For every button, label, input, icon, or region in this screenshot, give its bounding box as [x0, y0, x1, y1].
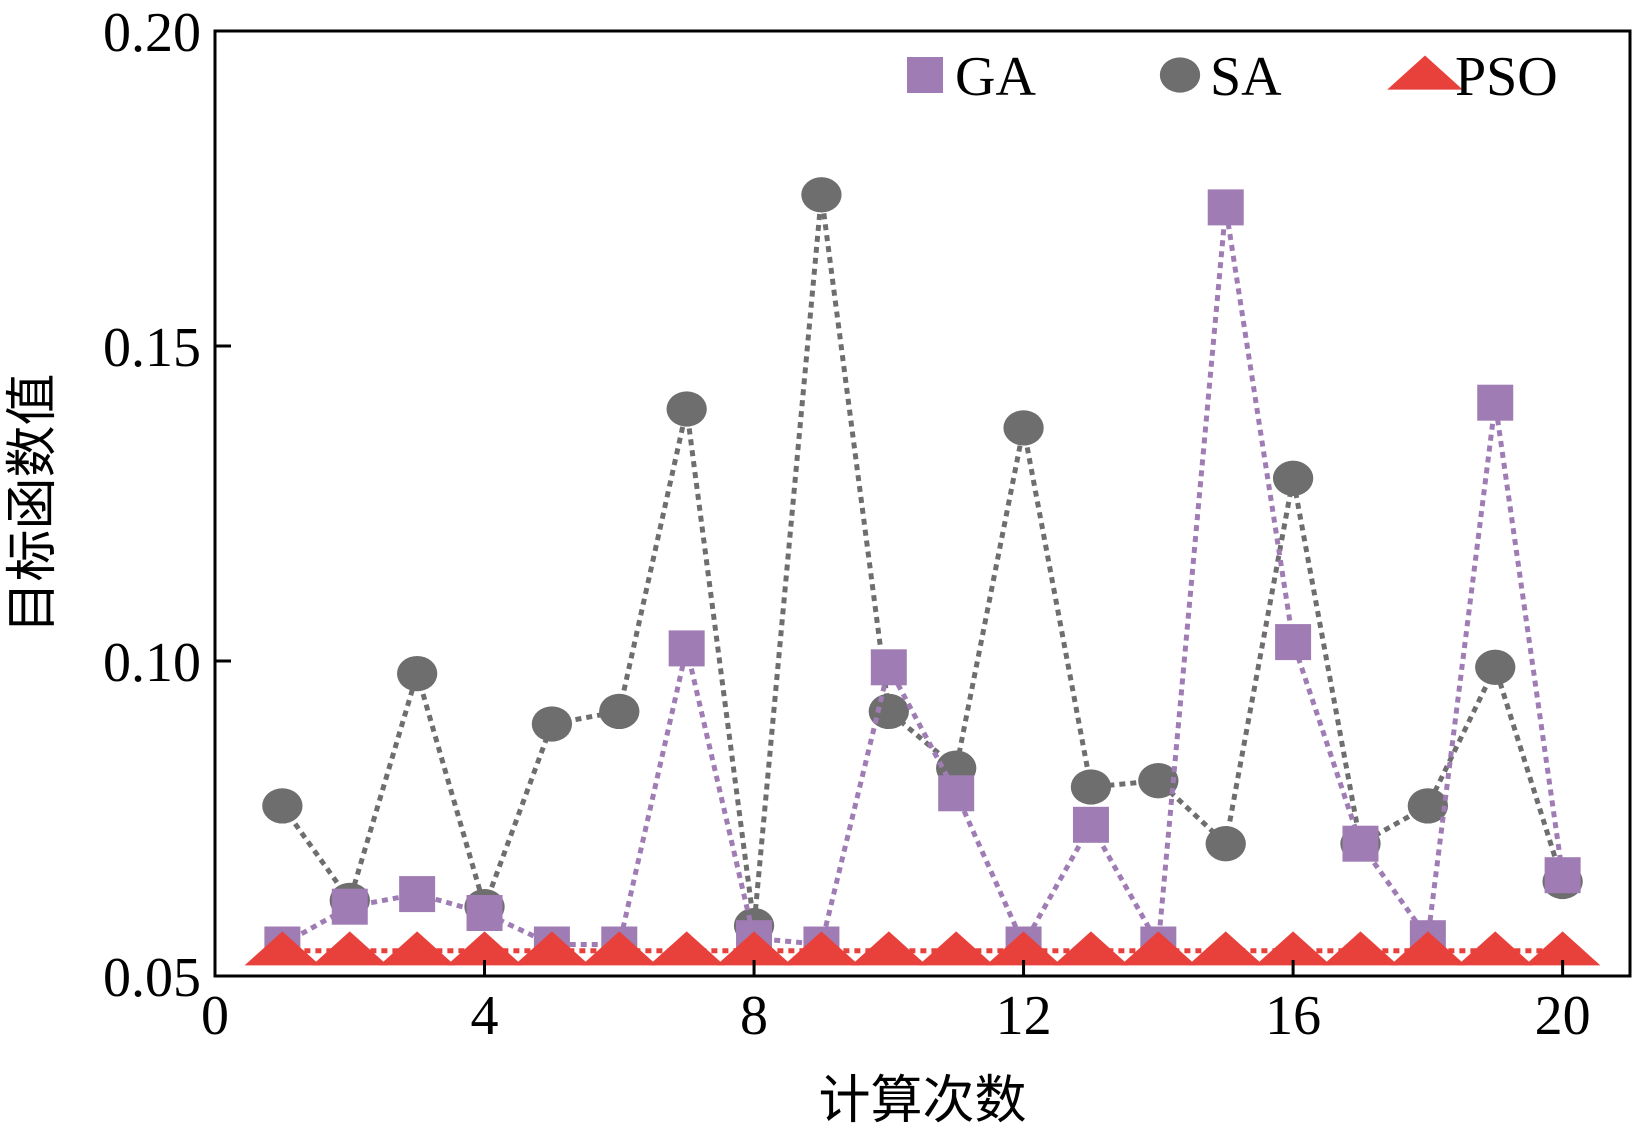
- pso-point: [244, 931, 321, 966]
- pso-point: [379, 931, 455, 966]
- pso-point: [514, 931, 590, 966]
- pso-point: [1187, 931, 1264, 966]
- sa-point: [1407, 788, 1449, 824]
- pso-point: [783, 931, 860, 966]
- x-tick-label: 4: [471, 985, 499, 1047]
- y-tick-label: 0.05: [103, 947, 201, 1009]
- ga-point: [466, 895, 503, 931]
- sa-point: [1138, 763, 1179, 799]
- series-layer: [244, 177, 1601, 966]
- sa-point: [1003, 410, 1044, 446]
- series-sa: [262, 177, 1583, 944]
- pso-point: [1053, 931, 1129, 966]
- legend-marker-ga: [907, 57, 943, 93]
- series-pso: [244, 931, 1601, 966]
- plot-frame: [213, 29, 1632, 978]
- sa-point: [1205, 826, 1246, 862]
- pso-point: [716, 931, 792, 966]
- x-tick-label: 16: [1265, 985, 1321, 1047]
- legend-label-ga: GA: [955, 46, 1036, 108]
- pso-point: [446, 931, 523, 966]
- sa-point: [396, 655, 438, 692]
- pso-point: [1255, 931, 1331, 966]
- x-tick-label: 0: [201, 985, 229, 1047]
- x-tick-label: 20: [1535, 985, 1591, 1047]
- legend-label-sa: SA: [1210, 46, 1282, 108]
- sa-point: [868, 693, 909, 730]
- y-tick-label: 0.15: [103, 317, 201, 379]
- x-tick-label: 8: [740, 985, 768, 1047]
- pso-point: [311, 931, 388, 966]
- legend-item-pso: PSO: [1387, 46, 1558, 108]
- sa-line: [280, 194, 1566, 926]
- ga-point: [1072, 806, 1109, 843]
- sa-point: [599, 693, 640, 730]
- x-tick-label: 12: [996, 985, 1052, 1047]
- legend-item-ga: GA: [907, 46, 1036, 108]
- pso-point: [1322, 931, 1399, 966]
- ga-point: [1275, 624, 1312, 661]
- ga-point: [870, 649, 907, 686]
- ga-point: [1342, 825, 1379, 862]
- pso-point: [851, 931, 927, 966]
- y-tick-label: 0.10: [103, 632, 201, 694]
- x-axis-title: 计算次数: [818, 1071, 1026, 1131]
- ga-point: [1544, 857, 1581, 894]
- axis-layer: 0 4 8 12 16 20 0.05 0.10 0.15 0.20: [103, 2, 1591, 1047]
- sa-point: [1070, 769, 1112, 805]
- pso-point: [1524, 931, 1601, 966]
- pso-point: [581, 931, 658, 966]
- ga-point: [1477, 384, 1514, 421]
- legend-item-sa: SA: [1159, 46, 1282, 108]
- pso-point: [1120, 931, 1197, 966]
- sa-point: [531, 706, 573, 742]
- ga-point: [1207, 189, 1244, 226]
- y-tick-label: 0.20: [103, 2, 201, 64]
- sa-point: [801, 177, 842, 213]
- ga-point: [399, 876, 436, 913]
- legend: GA SA PSO: [907, 46, 1558, 108]
- pso-point: [985, 931, 1062, 966]
- pso-point: [1457, 931, 1534, 966]
- sa-point: [1272, 460, 1314, 496]
- pso-point: [918, 931, 994, 966]
- legend-label-pso: PSO: [1455, 46, 1558, 108]
- sa-point: [666, 391, 707, 427]
- ga-point: [668, 630, 705, 667]
- series-ga: [264, 189, 1581, 963]
- pso-point: [648, 931, 725, 966]
- y-axis-title: 目标函数值: [3, 373, 63, 633]
- legend-marker-pso: [1387, 55, 1463, 90]
- legend-marker-sa: [1159, 57, 1201, 93]
- sa-point: [1475, 649, 1516, 685]
- sa-point: [262, 788, 303, 824]
- ga-point: [331, 888, 368, 925]
- ga-point: [938, 775, 975, 812]
- pso-point: [1390, 931, 1466, 966]
